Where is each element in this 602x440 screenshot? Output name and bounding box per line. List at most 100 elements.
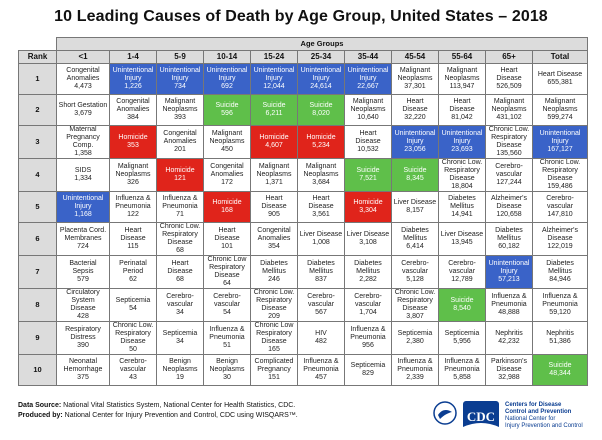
death-count: 115 (127, 243, 139, 250)
cdc-line-4: Injury Prevention and Control (505, 423, 583, 429)
corner-cell (18, 37, 57, 51)
cause-name: Perinatal Period (119, 260, 147, 275)
column-header: 25-34 (297, 50, 345, 64)
death-count: 3,304 (359, 207, 377, 214)
cause-cell: Chronic Low. Respiratory Disease 209 (250, 288, 298, 322)
cdc-logo-text: CDC (467, 409, 495, 424)
cause-name: Unintentional Injury (394, 130, 436, 145)
cause-name: Unintentional Injury (539, 130, 581, 145)
death-count: 48,344 (549, 370, 571, 377)
death-count: 30 (223, 374, 231, 381)
cause-cell: Influenza & Pneumonia 956 (344, 321, 392, 355)
death-count: 23,693 (451, 146, 473, 153)
cause-name: Congenital Anomalies (163, 130, 197, 145)
cause-name: Cerebro-vascular (213, 293, 241, 308)
cause-name: Chronic Low. Respiratory Disease (539, 159, 581, 183)
rank-cell: 3 (18, 125, 57, 159)
death-count: 12,044 (263, 83, 285, 90)
cause-name: SIDS (74, 167, 92, 174)
cause-cell: Influenza & Pneumonia 5,858 (438, 354, 486, 386)
cause-cell: Septicemia 5,956 (438, 321, 486, 355)
death-count: 10,640 (357, 114, 379, 121)
cause-name: Cerebro-vascular (119, 358, 147, 373)
column-header: 65+ (485, 50, 533, 64)
death-count: 3,561 (312, 211, 330, 218)
cause-name: HIV (315, 330, 327, 337)
cause-name: Septicemia (162, 330, 198, 337)
column-header: 35-44 (344, 50, 392, 64)
table-row: 4 SIDS 1,334 Malignant Neoplasms 326 Homicide… (18, 158, 589, 192)
death-count: 837 (315, 276, 327, 283)
cause-name: Congenital Anomalies (66, 67, 100, 82)
cause-cell: Malignant Neoplasms 450 (203, 125, 251, 159)
cdc-line-3: National Center for (505, 416, 556, 422)
cdc-logo: CDC (463, 401, 499, 433)
cause-name: Suicide (403, 167, 427, 174)
cause-cell: Complicated Pregnancy 151 (250, 354, 298, 386)
cdc-branding: CDC Centers for Disease Control and Prev… (433, 399, 588, 435)
cause-cell: Chronic Low. Respiratory Disease 18,804 (438, 158, 486, 192)
rank-cell: 9 (18, 321, 57, 355)
data-source-line: Data Source: National Vital Statistics S… (18, 401, 438, 411)
cause-cell: Septicemia 829 (344, 354, 392, 386)
cause-cell: Suicide 7,521 (344, 158, 392, 192)
death-count: 14,941 (451, 211, 473, 218)
cause-cell: Perinatal Period 62 (109, 255, 157, 289)
cause-name: Placenta Cord. Membranes (59, 227, 107, 242)
death-count: 84,946 (549, 276, 571, 283)
death-count: 3,679 (74, 110, 92, 117)
rank-cell: 7 (18, 255, 57, 289)
cause-cell: Diabetes Mellitus 246 (250, 255, 298, 289)
cause-name: Chronic Low. Respiratory Disease (488, 126, 530, 150)
cause-cell: Influenza & Pneumonia 48,888 (485, 288, 533, 322)
cause-name: Cerebro-vascular (166, 293, 194, 308)
cause-name: Homicide (306, 134, 336, 141)
table-row: 1 Congenital Anomalies 4,473 Unintentional … (18, 63, 589, 95)
cause-cell: Influenza & Pneumonia 71 (156, 191, 204, 223)
cause-name: Heart Disease (402, 98, 428, 113)
cause-cell: Congenital Anomalies 354 (250, 222, 298, 256)
cause-cell: Septicemia 2,380 (391, 321, 439, 355)
death-count: 8,020 (312, 110, 330, 117)
death-count: 246 (268, 276, 280, 283)
cause-name: Malignant Neoplasms (350, 98, 386, 113)
column-header: <1 (56, 50, 110, 64)
cause-name: Diabetes Mellitus (401, 227, 429, 242)
table-row: 5 Unintentional Injury 1,168 Influenza & Pn… (18, 191, 589, 223)
cause-cell: Unintentional Injury 1,226 (109, 63, 157, 95)
death-count: 431,102 (496, 114, 522, 121)
death-count: 1,358 (74, 150, 92, 157)
death-count: 655,381 (547, 79, 573, 86)
death-count: 159,486 (547, 183, 573, 190)
cause-cell: Influenza & Pneumonia 2,339 (391, 354, 439, 386)
cause-cell: Heart Disease 526,509 (485, 63, 533, 95)
cause-cell: Heart Disease 655,381 (531, 63, 589, 95)
cause-cell: Homicide 4,607 (250, 125, 298, 159)
rank-column-header: Rank (18, 50, 57, 64)
death-count: 22,667 (357, 83, 379, 90)
death-count: 450 (221, 146, 233, 153)
cause-name: Influenza & Pneumonia (115, 195, 151, 210)
death-count: 692 (221, 83, 233, 90)
cause-cell: Unintentional Injury 734 (156, 63, 204, 95)
death-count: 51,386 (549, 338, 571, 345)
produced-by-line: Produced by: National Center for Injury … (18, 411, 438, 421)
cause-name: Benign Neoplasms (209, 358, 245, 373)
cause-cell: Diabetes Mellitus 84,946 (531, 255, 589, 289)
cause-name: Diabetes Mellitus (307, 260, 335, 275)
death-count: 54 (129, 305, 137, 312)
death-count: 596 (221, 110, 233, 117)
cause-cell: Suicide 8,540 (438, 288, 486, 322)
cause-cell: Cerebro-vascular 567 (297, 288, 345, 322)
death-count: 393 (174, 114, 186, 121)
column-header-row: Rank <1 1-4 5-9 10-14 15-24 25-34 35-44 45-54 55-… (18, 50, 589, 64)
death-count: 201 (174, 146, 186, 153)
cause-cell: Unintentional Injury 23,693 (438, 125, 486, 159)
death-count: 23,056 (404, 146, 426, 153)
cause-name: Heart Disease (496, 67, 522, 82)
cause-cell: Liver Disease 8,157 (391, 191, 439, 223)
cause-cell: Alzheimer's Disease 122,019 (531, 222, 589, 256)
cause-name: Chronic Low. Respiratory Disease (441, 159, 483, 183)
death-count: 5,956 (453, 338, 471, 345)
death-count: 151 (268, 374, 280, 381)
